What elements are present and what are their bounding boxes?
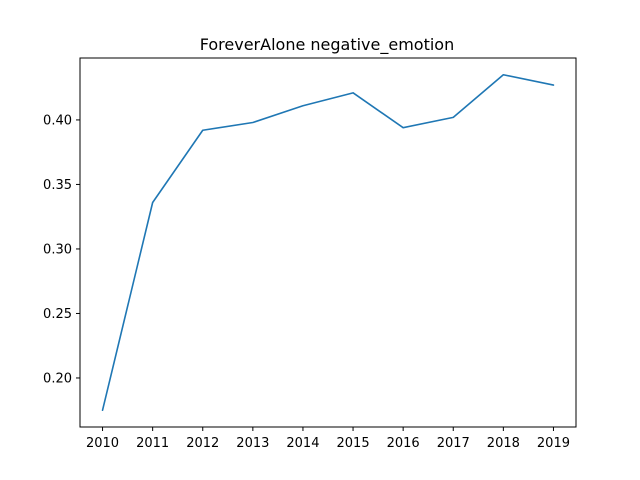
x-tick-label: 2011 xyxy=(136,436,169,451)
x-tick-label: 2017 xyxy=(437,436,470,451)
chart-title: ForeverAlone negative_emotion xyxy=(200,35,454,55)
data-point xyxy=(553,84,555,86)
data-point xyxy=(252,122,254,124)
x-tick-label: 2014 xyxy=(286,436,319,451)
y-tick-label: 0.35 xyxy=(43,178,72,193)
series-line xyxy=(101,73,555,412)
data-point xyxy=(402,127,404,129)
y-tick-label: 0.40 xyxy=(43,113,72,128)
plot-area-frame xyxy=(79,57,577,428)
y-tick-label: 0.25 xyxy=(43,307,72,322)
x-tick-label: 2013 xyxy=(236,436,269,451)
x-tick-label: 2012 xyxy=(186,436,219,451)
y-axis: 0.20 0.25 0.30 0.35 0.40 xyxy=(43,113,80,386)
x-axis: 2010 2011 2012 2013 2014 2015 2016 2017 2018 2019 xyxy=(86,427,570,451)
data-point xyxy=(452,117,454,119)
data-point xyxy=(152,202,154,204)
data-point xyxy=(302,105,304,107)
data-point xyxy=(352,92,354,94)
data-point xyxy=(503,74,505,76)
x-tick-label: 2019 xyxy=(537,436,570,451)
data-point xyxy=(102,409,104,411)
x-tick-label: 2010 xyxy=(86,436,119,451)
data-point xyxy=(202,129,204,131)
series-layer xyxy=(101,73,555,412)
y-tick-label: 0.30 xyxy=(43,242,72,257)
x-tick-label: 2015 xyxy=(337,436,370,451)
x-tick-label: 2018 xyxy=(487,436,520,451)
y-tick-label: 0.20 xyxy=(43,371,72,386)
x-tick-label: 2016 xyxy=(387,436,420,451)
